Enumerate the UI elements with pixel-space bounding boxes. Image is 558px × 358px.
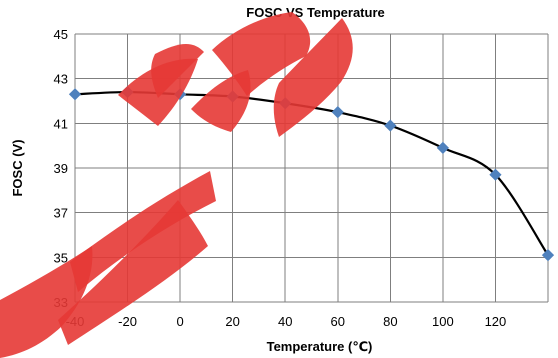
data-point-marker <box>489 168 502 181</box>
y-tick-label: 35 <box>54 250 68 265</box>
x-tick-label: 20 <box>225 314 239 329</box>
watermark-layer <box>0 12 353 358</box>
x-tick-label: 100 <box>432 314 454 329</box>
watermark-stroke <box>70 171 216 292</box>
y-tick-label: 39 <box>54 161 68 176</box>
watermark-stroke <box>118 58 198 126</box>
watermark-stroke <box>58 200 208 345</box>
x-tick-label: 120 <box>485 314 507 329</box>
data-point-marker <box>331 106 344 119</box>
data-point-marker <box>68 88 82 101</box>
watermark-stroke <box>0 246 93 358</box>
data-point-marker <box>384 119 397 132</box>
x-tick-label: 0 <box>176 314 183 329</box>
y-tick-label: 41 <box>54 116 68 131</box>
x-tick-label: 60 <box>331 314 345 329</box>
data-point-marker <box>541 248 555 262</box>
x-tick-label: -20 <box>118 314 137 329</box>
y-tick-label: 37 <box>54 206 68 221</box>
watermark-stroke <box>191 70 251 132</box>
watermark-stroke <box>212 12 311 96</box>
y-axis-title: FOSC (V) <box>10 139 25 196</box>
watermark-stroke <box>273 18 353 137</box>
x-tick-label: 80 <box>383 314 397 329</box>
y-tick-label: 43 <box>54 72 68 87</box>
data-point-marker <box>436 141 449 155</box>
x-axis-title: Temperature (℃) <box>267 339 373 354</box>
y-tick-label: 45 <box>54 27 68 42</box>
x-tick-label: 40 <box>278 314 292 329</box>
